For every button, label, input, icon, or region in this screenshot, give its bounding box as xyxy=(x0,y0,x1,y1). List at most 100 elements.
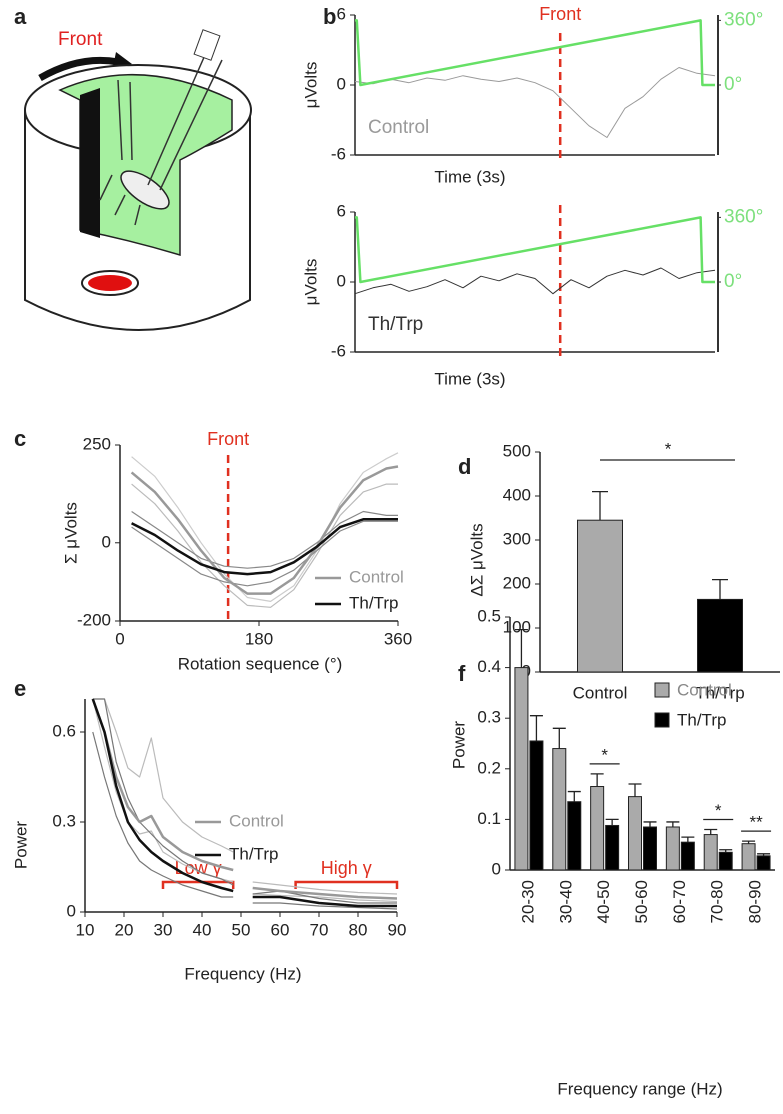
panel-letter: c xyxy=(14,426,26,451)
y-tick-label: 0.2 xyxy=(477,758,501,777)
y2-tick-label: 0° xyxy=(724,74,742,95)
error-bar xyxy=(704,828,718,835)
y-axis-label: Power xyxy=(449,721,468,770)
black-stripe xyxy=(80,88,100,238)
y-axis-label: Power xyxy=(11,821,30,870)
fly xyxy=(120,170,170,210)
front-label: Front xyxy=(58,29,103,50)
fly-legs xyxy=(99,79,141,226)
panel-letter: e xyxy=(14,676,26,701)
legend-swatch xyxy=(654,682,670,698)
x-tick-label: 10 xyxy=(76,920,95,939)
series-line xyxy=(92,731,398,910)
series-line xyxy=(131,483,398,608)
error-bar xyxy=(643,821,657,827)
bar xyxy=(529,740,544,871)
series-label: Control xyxy=(368,117,429,138)
x-axis-label: Time (3s) xyxy=(434,167,505,186)
bar xyxy=(643,826,657,871)
bar xyxy=(718,851,733,871)
y-tick-label: 0.3 xyxy=(477,708,501,727)
y2-tick-label: 360° xyxy=(724,9,763,30)
series-line xyxy=(131,520,398,587)
x-tick-label: 30-40 xyxy=(556,880,575,923)
green-wall xyxy=(58,73,233,257)
x-tick-label: 90 xyxy=(388,920,407,939)
panel-letter: b xyxy=(323,4,336,29)
y-tick-label: 250 xyxy=(83,434,111,453)
y-tick-label: 0.6 xyxy=(52,721,76,740)
bar xyxy=(741,843,756,871)
x-tick-label: 20-30 xyxy=(518,880,537,923)
electrodes xyxy=(147,54,223,191)
bar xyxy=(514,667,529,871)
x-tick-label: 50-60 xyxy=(632,880,651,923)
x-tick-label: 0 xyxy=(115,629,124,648)
bar xyxy=(552,748,567,871)
bar xyxy=(590,786,605,871)
y-tick-label: 0 xyxy=(492,859,501,878)
bracket xyxy=(161,880,235,889)
x-tick-label: 30 xyxy=(154,920,173,939)
bar xyxy=(756,855,771,871)
legend-label: Th/Trp xyxy=(349,593,398,612)
bracket-label: High γ xyxy=(321,858,372,878)
x-tick-label: 80 xyxy=(349,920,368,939)
red-spot xyxy=(88,275,132,291)
error-bar xyxy=(719,849,733,853)
series-line xyxy=(92,698,398,895)
y-tick-label: 0 xyxy=(67,901,76,920)
series-line xyxy=(130,465,399,595)
error-bar xyxy=(605,818,619,826)
panel-letter: d xyxy=(458,454,471,479)
series-line xyxy=(91,698,398,900)
error-bar xyxy=(742,840,756,844)
series-line xyxy=(131,518,398,576)
legend-label: Control xyxy=(677,680,732,699)
y-tick-label: 0 xyxy=(337,271,346,290)
illustration: a Front xyxy=(14,4,252,331)
legend-label: Control xyxy=(229,811,284,830)
x-tick-label: 70-80 xyxy=(708,880,727,923)
series-line xyxy=(131,452,399,602)
bracket xyxy=(294,880,399,889)
x-tick-label: 20 xyxy=(115,920,134,939)
x-axis-label: Frequency (Hz) xyxy=(184,964,301,983)
y-tick-label: 6 xyxy=(337,4,346,23)
x-tick-label: 60 xyxy=(271,920,290,939)
legend-label: Th/Trp xyxy=(229,844,278,863)
bar xyxy=(680,841,695,871)
y-tick-label: 200 xyxy=(503,573,531,592)
error-bar xyxy=(712,578,728,600)
series-label: Th/Trp xyxy=(368,314,423,335)
series-line xyxy=(91,698,397,908)
arrow xyxy=(38,56,119,82)
y-axis-label: Σ μVolts xyxy=(61,502,80,564)
x-tick-label: 70 xyxy=(310,920,329,939)
x-tick-label: 360 xyxy=(384,629,412,648)
bar xyxy=(628,796,642,871)
y-tick-label: 0.3 xyxy=(52,811,76,830)
bar xyxy=(567,801,582,871)
series-line xyxy=(92,698,397,904)
y-tick-label: 0 xyxy=(337,74,346,93)
error-bar xyxy=(666,821,680,827)
x-tick-label: 40 xyxy=(193,920,212,939)
legend-label: Th/Trp xyxy=(677,710,726,729)
y-tick-label: 300 xyxy=(503,529,531,548)
error-bar xyxy=(514,629,528,668)
y-axis-label: μVolts xyxy=(301,259,320,306)
x-tick-label: 40-50 xyxy=(594,880,613,923)
x-axis-label: Rotation sequence (°) xyxy=(178,654,343,673)
y-tick-label: 0.1 xyxy=(477,809,501,828)
x-axis-label: Frequency range (Hz) xyxy=(557,1079,722,1098)
bar xyxy=(605,824,620,871)
x-tick-label: 180 xyxy=(245,629,273,648)
series-line xyxy=(131,510,398,569)
y2-tick-label: 0° xyxy=(724,271,742,292)
x-tick-label: Th/Trp xyxy=(695,683,744,702)
y-tick-label: 6 xyxy=(337,201,346,220)
y-axis-label: ΔΣ μVolts xyxy=(467,523,486,596)
panel-letter: f xyxy=(458,661,466,686)
